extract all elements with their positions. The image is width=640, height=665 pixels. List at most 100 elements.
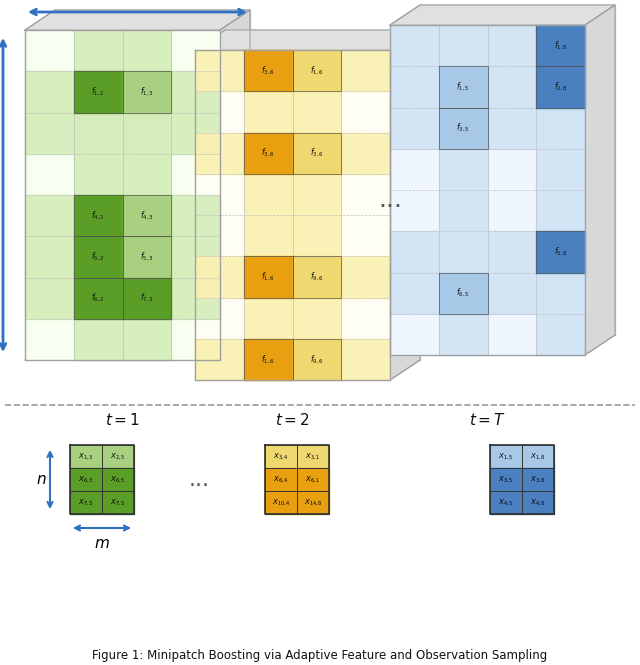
Polygon shape (390, 108, 585, 149)
Text: $X_{1,5}$: $X_{1,5}$ (499, 452, 514, 462)
Text: ...: ... (378, 188, 402, 212)
Polygon shape (292, 132, 341, 174)
Text: $f_{4,3}$: $f_{4,3}$ (140, 209, 154, 221)
Polygon shape (390, 25, 585, 355)
Polygon shape (122, 277, 172, 319)
Polygon shape (390, 273, 585, 314)
Polygon shape (122, 195, 172, 236)
Text: $X_{4,5}$: $X_{4,5}$ (499, 497, 514, 507)
Text: $f_{6,5}$: $f_{6,5}$ (456, 287, 470, 299)
Text: $f_{5,8}$: $f_{5,8}$ (554, 246, 568, 258)
Text: $X_{3,5}$: $X_{3,5}$ (499, 475, 514, 485)
Polygon shape (522, 468, 554, 491)
Polygon shape (195, 50, 390, 91)
Polygon shape (439, 273, 488, 314)
Text: $f_{3,6}$: $f_{3,6}$ (261, 147, 275, 159)
Polygon shape (265, 491, 297, 514)
Polygon shape (25, 236, 220, 277)
Text: $t = T$: $t = T$ (469, 412, 506, 428)
Polygon shape (439, 66, 488, 108)
Polygon shape (102, 445, 134, 468)
Text: $X_{1,3}$: $X_{1,3}$ (78, 452, 93, 462)
Text: $X_{6,4}$: $X_{6,4}$ (273, 475, 289, 485)
Polygon shape (74, 195, 122, 236)
Polygon shape (25, 277, 220, 319)
Polygon shape (74, 236, 122, 277)
Polygon shape (390, 25, 585, 66)
Text: $X_{14,8}$: $X_{14,8}$ (303, 497, 323, 507)
Polygon shape (25, 195, 220, 236)
Polygon shape (390, 30, 420, 380)
Polygon shape (195, 50, 390, 380)
Polygon shape (490, 468, 522, 491)
Text: $t = 2$: $t = 2$ (275, 412, 310, 428)
Text: $f_{1,6}$: $f_{1,6}$ (261, 271, 275, 283)
Text: $f_{9,6}$: $f_{9,6}$ (310, 353, 324, 366)
Polygon shape (195, 132, 390, 174)
Text: Figure 1: Minipatch Boosting via Adaptive Feature and Observation Sampling: Figure 1: Minipatch Boosting via Adaptiv… (92, 648, 548, 662)
Text: $f_{4,2}$: $f_{4,2}$ (92, 209, 105, 221)
Text: $f_{1,2}$: $f_{1,2}$ (92, 86, 105, 98)
Polygon shape (265, 468, 297, 491)
Text: $X_{6,3}$: $X_{6,3}$ (78, 475, 93, 485)
Text: $f_{3,5}$: $f_{3,5}$ (456, 122, 470, 134)
Polygon shape (522, 491, 554, 514)
Text: $f_{2,8}$: $f_{2,8}$ (554, 80, 568, 93)
Text: n: n (36, 472, 46, 487)
Polygon shape (74, 277, 122, 319)
Text: ...: ... (189, 469, 210, 489)
Polygon shape (244, 50, 292, 380)
Polygon shape (297, 445, 329, 468)
Text: $f_{1,5}$: $f_{1,5}$ (456, 80, 470, 93)
Text: $f_{1,3}$: $f_{1,3}$ (140, 86, 154, 98)
Polygon shape (265, 445, 297, 468)
Text: $X_{10,4}$: $X_{10,4}$ (271, 497, 291, 507)
Polygon shape (536, 25, 585, 66)
Polygon shape (522, 445, 554, 468)
Polygon shape (55, 10, 250, 340)
Polygon shape (390, 5, 615, 25)
Text: $X_{3,4}$: $X_{3,4}$ (273, 452, 289, 462)
Polygon shape (70, 468, 102, 491)
Polygon shape (25, 71, 220, 112)
Polygon shape (490, 445, 522, 468)
Polygon shape (244, 50, 292, 91)
Polygon shape (420, 5, 615, 335)
Polygon shape (220, 10, 250, 360)
Text: $f_{3,6}$: $f_{3,6}$ (310, 147, 324, 159)
Polygon shape (536, 66, 585, 108)
Polygon shape (25, 30, 220, 360)
Polygon shape (122, 30, 172, 360)
Polygon shape (490, 491, 522, 514)
Polygon shape (74, 30, 122, 360)
Text: $f_{9,6}$: $f_{9,6}$ (310, 271, 324, 283)
Polygon shape (102, 491, 134, 514)
Polygon shape (292, 338, 341, 380)
Polygon shape (244, 132, 292, 174)
Polygon shape (122, 236, 172, 277)
Text: $X_{6,5}$: $X_{6,5}$ (110, 475, 125, 485)
Text: $f_{7,3}$: $f_{7,3}$ (140, 292, 154, 305)
Text: $f_{6,2}$: $f_{6,2}$ (92, 292, 105, 305)
Polygon shape (585, 5, 615, 355)
Text: $X_{3,1}$: $X_{3,1}$ (305, 452, 321, 462)
Text: $X_{3,8}$: $X_{3,8}$ (530, 475, 546, 485)
Polygon shape (25, 10, 250, 30)
Text: $f_{3,6}$: $f_{3,6}$ (261, 65, 275, 76)
Polygon shape (439, 25, 488, 355)
Polygon shape (122, 71, 172, 112)
Polygon shape (74, 71, 122, 112)
Polygon shape (195, 30, 420, 50)
Polygon shape (536, 231, 585, 273)
Polygon shape (297, 468, 329, 491)
Polygon shape (70, 445, 102, 468)
Polygon shape (195, 338, 390, 380)
Polygon shape (292, 50, 341, 91)
Text: M: M (128, 0, 147, 4)
Polygon shape (292, 50, 341, 380)
Text: $X_{7,5}$: $X_{7,5}$ (110, 497, 125, 507)
Polygon shape (70, 491, 102, 514)
Polygon shape (292, 256, 341, 297)
Polygon shape (244, 256, 292, 297)
Text: $f_{5,2}$: $f_{5,2}$ (92, 251, 105, 263)
